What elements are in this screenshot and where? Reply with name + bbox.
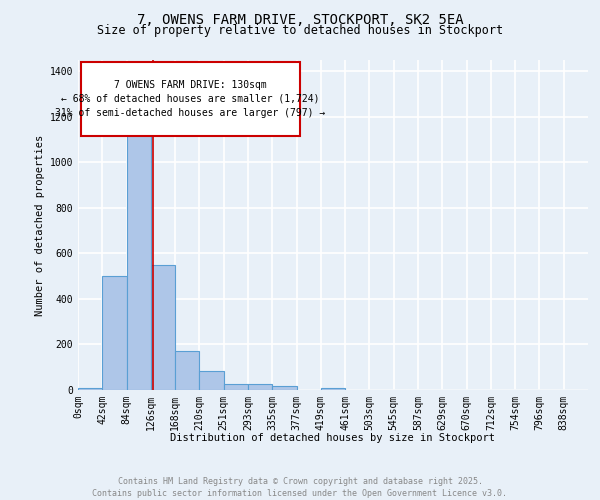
- Bar: [175, 352, 199, 390]
- Text: 7 OWENS FARM DRIVE: 130sqm
← 68% of detached houses are smaller (1,724)
31% of s: 7 OWENS FARM DRIVE: 130sqm ← 68% of deta…: [55, 80, 325, 118]
- Bar: [199, 370, 224, 390]
- Bar: [224, 384, 248, 390]
- FancyBboxPatch shape: [80, 62, 300, 136]
- Bar: [78, 388, 102, 390]
- Bar: [248, 384, 272, 390]
- Text: 7, OWENS FARM DRIVE, STOCKPORT, SK2 5EA: 7, OWENS FARM DRIVE, STOCKPORT, SK2 5EA: [137, 12, 463, 26]
- Text: Contains HM Land Registry data © Crown copyright and database right 2025.
Contai: Contains HM Land Registry data © Crown c…: [92, 476, 508, 498]
- Text: Size of property relative to detached houses in Stockport: Size of property relative to detached ho…: [97, 24, 503, 37]
- Bar: [151, 265, 175, 390]
- Y-axis label: Number of detached properties: Number of detached properties: [35, 134, 46, 316]
- Bar: [102, 276, 127, 390]
- X-axis label: Distribution of detached houses by size in Stockport: Distribution of detached houses by size …: [170, 433, 496, 443]
- Bar: [127, 92, 151, 390]
- Bar: [272, 386, 296, 390]
- Bar: [321, 388, 345, 390]
